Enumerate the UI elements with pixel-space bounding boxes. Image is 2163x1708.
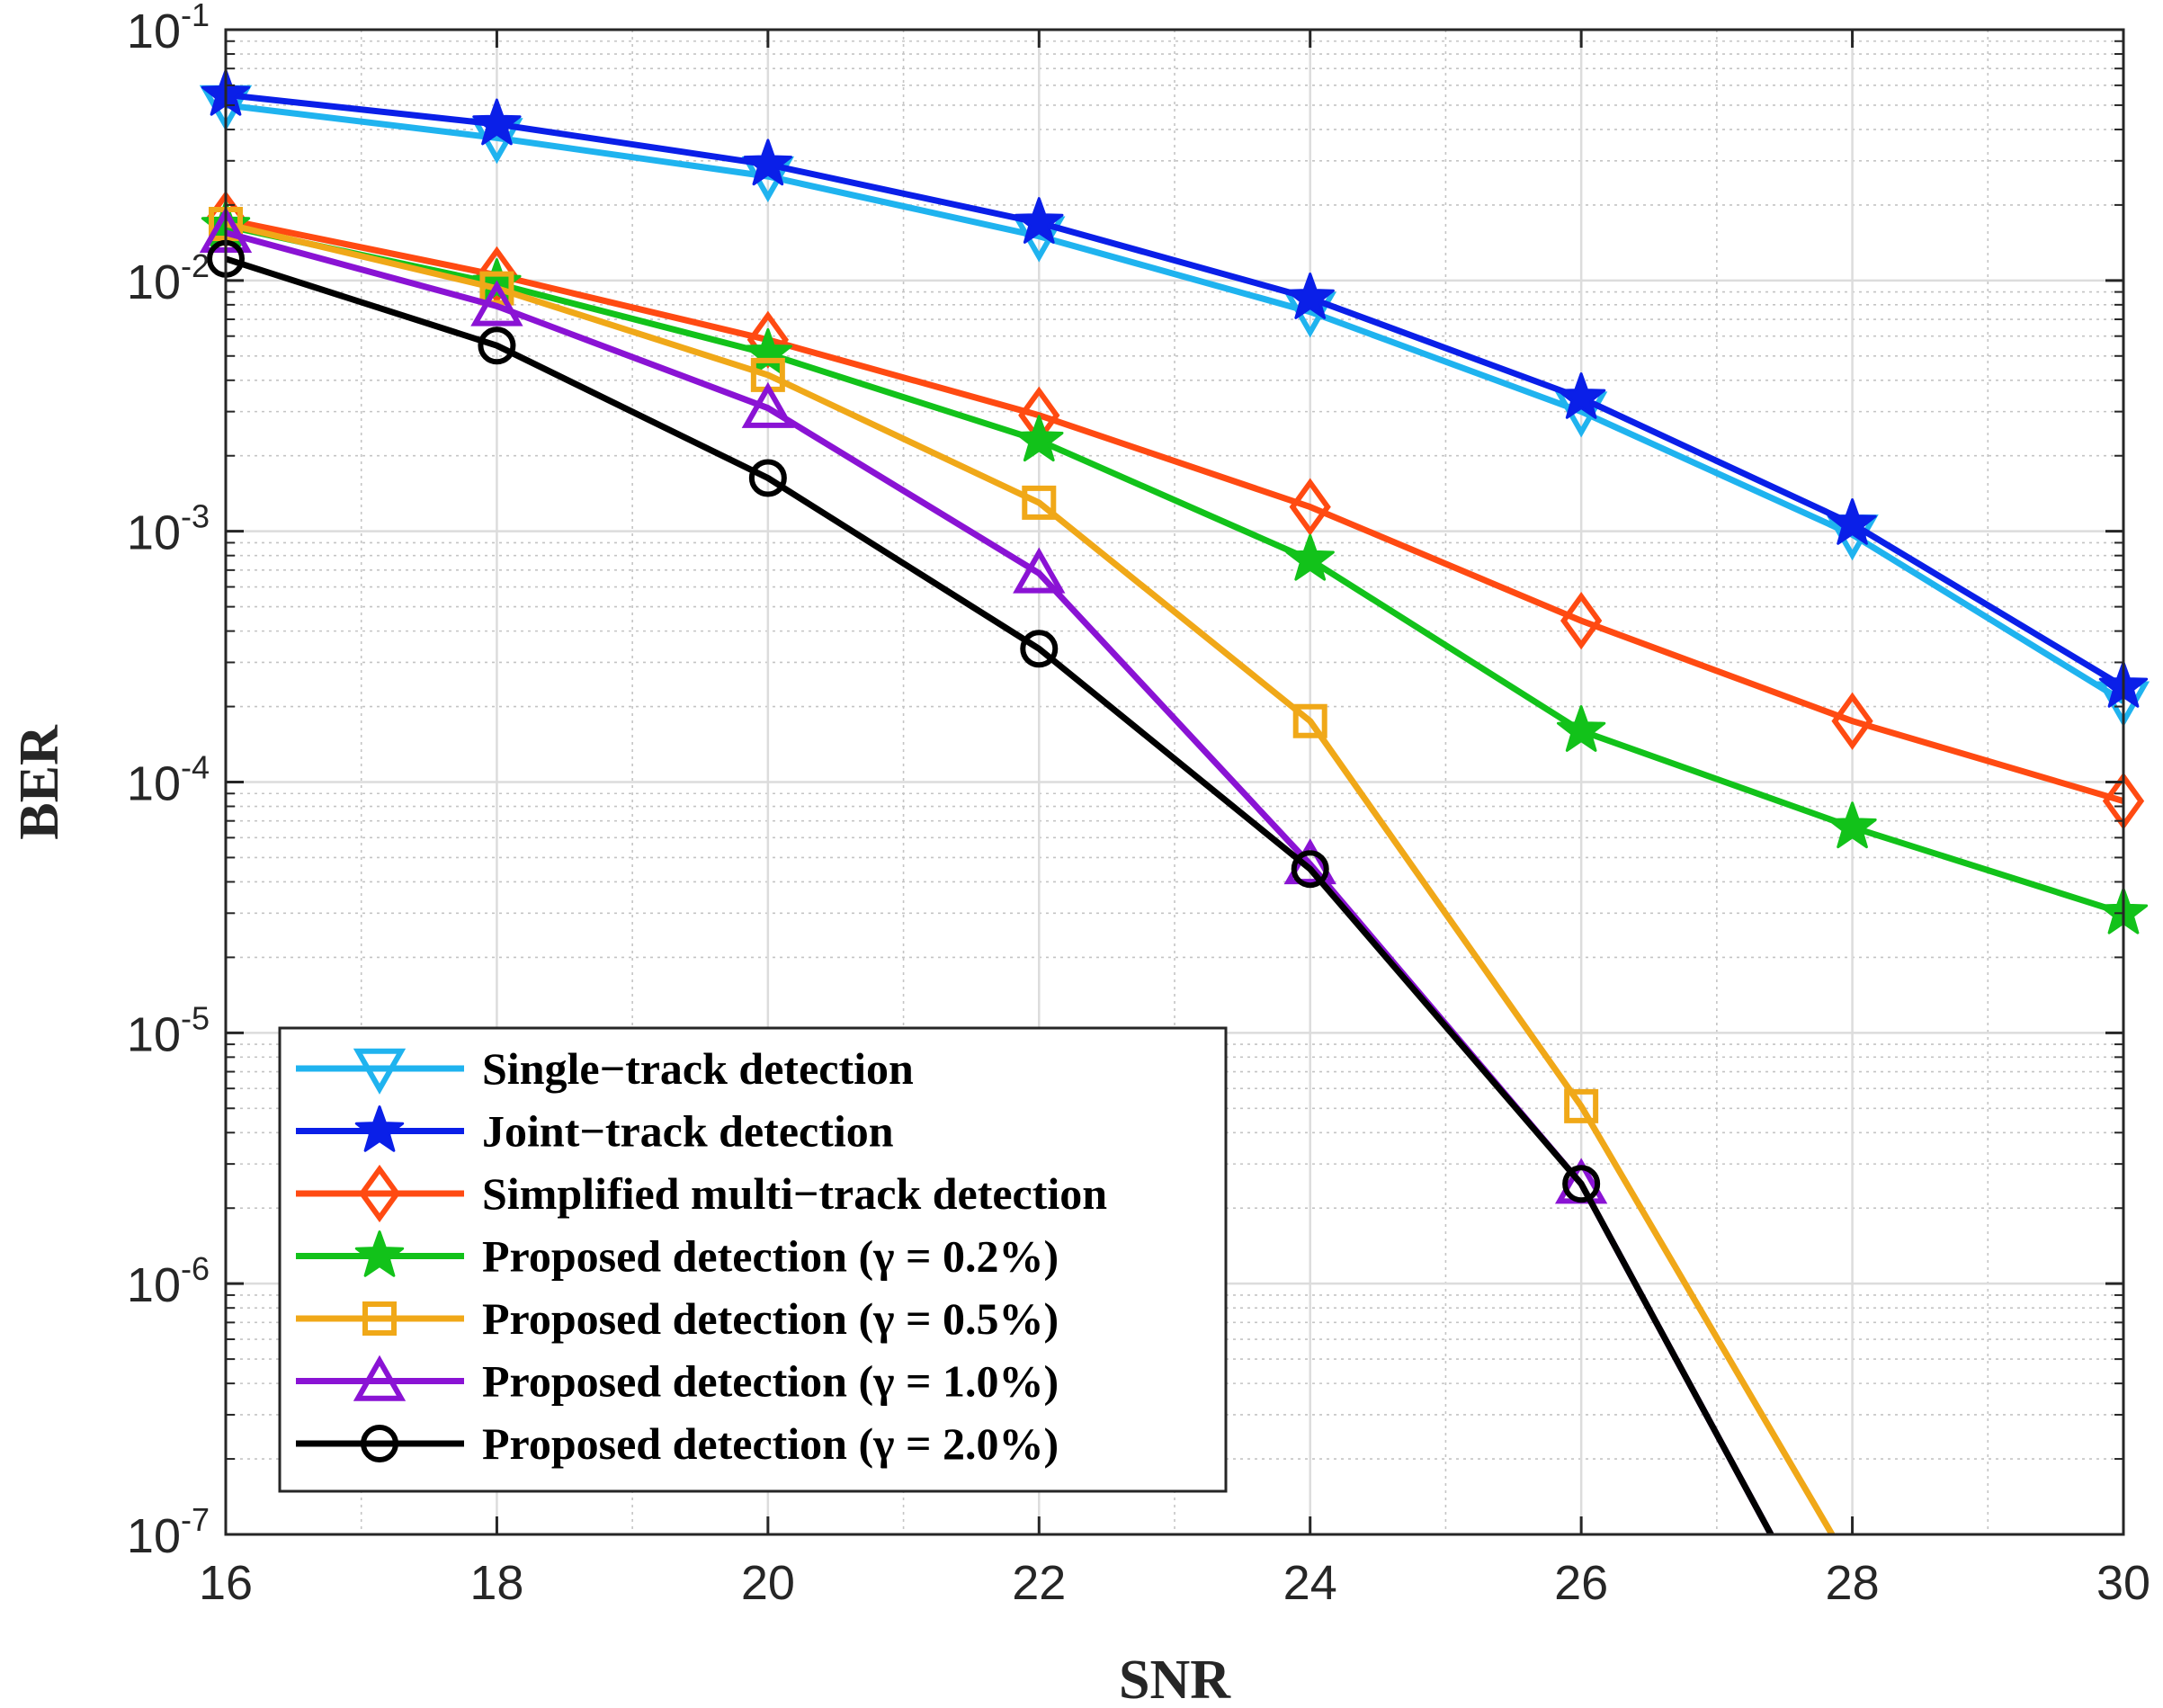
data-point-marker xyxy=(353,1355,407,1401)
legend-label: Proposed detection (γ = 0.5%) xyxy=(482,1293,1059,1344)
series-7 xyxy=(207,239,1774,1534)
data-point-marker xyxy=(748,459,787,497)
data-point-marker xyxy=(1285,533,1335,581)
y-tick-exponent: -2 xyxy=(181,247,210,284)
series-line xyxy=(224,255,1774,1534)
y-tick-label: 10-6 xyxy=(127,1250,210,1312)
y-tick-base: 10 xyxy=(127,1258,181,1312)
data-point-marker xyxy=(1285,273,1335,319)
y-tick-base: 10 xyxy=(127,1007,181,1061)
x-tick-label: 18 xyxy=(469,1556,523,1610)
y-tick-base: 10 xyxy=(127,4,181,58)
x-tick-label: 28 xyxy=(1826,1556,1880,1610)
y-axis-title: BER xyxy=(9,724,70,840)
y-tick-exponent: -1 xyxy=(181,0,210,33)
data-point-marker xyxy=(358,1164,401,1223)
x-tick-label: 24 xyxy=(1283,1556,1337,1610)
data-point-marker xyxy=(1557,372,1606,419)
legend-label: Joint−track detection xyxy=(482,1106,894,1157)
legend-label: Proposed detection (γ = 1.0%) xyxy=(482,1356,1059,1407)
y-tick-label: 10-7 xyxy=(127,1501,210,1563)
data-point-marker xyxy=(1831,692,1873,750)
data-point-marker xyxy=(1828,498,1877,545)
data-point-marker xyxy=(361,1425,398,1462)
y-tick-exponent: -7 xyxy=(181,1501,210,1538)
data-point-marker xyxy=(1291,850,1329,889)
data-point-marker xyxy=(743,327,792,375)
x-tick-label: 30 xyxy=(2096,1556,2150,1610)
y-tick-label: 10-3 xyxy=(127,498,210,560)
y-tick-exponent: -3 xyxy=(181,498,210,535)
legend-entry: Joint−track detection xyxy=(296,1105,894,1157)
y-tick-base: 10 xyxy=(127,255,181,309)
y-tick-label: 10-1 xyxy=(127,0,210,58)
legend-entry: Proposed detection (γ = 0.2%) xyxy=(296,1230,1059,1282)
y-tick-exponent: -5 xyxy=(181,999,210,1036)
y-tick-base: 10 xyxy=(127,1509,181,1563)
data-point-marker xyxy=(476,246,518,305)
x-axis-title: SNR xyxy=(1119,1650,1231,1708)
data-point-marker xyxy=(1014,197,1064,244)
data-point-marker xyxy=(1828,801,1877,849)
data-point-marker xyxy=(472,98,522,146)
y-tick-label: 10-2 xyxy=(127,247,210,309)
data-point-marker xyxy=(1562,1165,1601,1203)
y-tick-label: 10-4 xyxy=(127,749,210,811)
x-tick-label: 26 xyxy=(1554,1556,1608,1610)
series-line xyxy=(225,222,2125,917)
y-tick-base: 10 xyxy=(127,757,181,811)
legend-box xyxy=(278,1026,1228,1493)
legend-label: Proposed detection (γ = 0.2%) xyxy=(482,1231,1059,1282)
data-point-marker xyxy=(1022,485,1057,520)
series-line xyxy=(225,91,2125,690)
data-point-marker xyxy=(1564,1088,1599,1123)
series-line xyxy=(225,216,2124,804)
legend-label: Proposed detection (γ = 2.0%) xyxy=(482,1418,1059,1469)
legend-entry: Proposed detection (γ = 1.0%) xyxy=(296,1355,1059,1407)
data-point-marker xyxy=(1289,478,1331,536)
y-tick-exponent: -6 xyxy=(181,1250,210,1287)
y-tick-exponent: -4 xyxy=(181,749,210,786)
legend-label: Single−track detection xyxy=(482,1043,914,1094)
data-point-marker xyxy=(479,271,514,306)
legend-entry: Proposed detection (γ = 2.0%) xyxy=(296,1418,1059,1469)
data-point-marker xyxy=(354,1230,405,1277)
data-point-marker xyxy=(1557,705,1606,752)
data-point-marker xyxy=(1014,415,1064,462)
y-tick-label: 10-5 xyxy=(127,999,210,1061)
data-point-marker xyxy=(353,1048,407,1095)
legend-label: Simplified multi−track detection xyxy=(482,1168,1107,1219)
legend-entry: Simplified multi−track detection xyxy=(296,1164,1107,1223)
series-layer xyxy=(199,68,2150,1534)
data-point-marker xyxy=(470,280,523,326)
data-point-marker xyxy=(1013,547,1066,594)
x-tick-label: 20 xyxy=(741,1556,795,1610)
x-tick-label: 16 xyxy=(199,1556,253,1610)
series-line xyxy=(225,102,2125,704)
data-point-marker xyxy=(1020,630,1059,668)
data-point-marker xyxy=(354,1105,405,1152)
ticks: 16 18 20 22 24 26 28 3010-110-210-310-410-510-6… xyxy=(127,0,2150,1610)
data-point-marker xyxy=(741,381,795,428)
x-tick-label: 22 xyxy=(1012,1556,1066,1610)
data-point-marker xyxy=(362,1301,397,1336)
data-point-marker xyxy=(1560,591,1603,650)
data-point-marker xyxy=(478,326,516,365)
data-point-marker xyxy=(1292,703,1327,738)
legend: Single−track detection Joint−track detect… xyxy=(278,1026,1228,1493)
legend-entry: Proposed detection (γ = 0.5%) xyxy=(296,1293,1059,1344)
legend-entry: Single−track detection xyxy=(296,1043,914,1095)
data-point-marker xyxy=(743,139,792,186)
y-tick-base: 10 xyxy=(127,506,181,560)
